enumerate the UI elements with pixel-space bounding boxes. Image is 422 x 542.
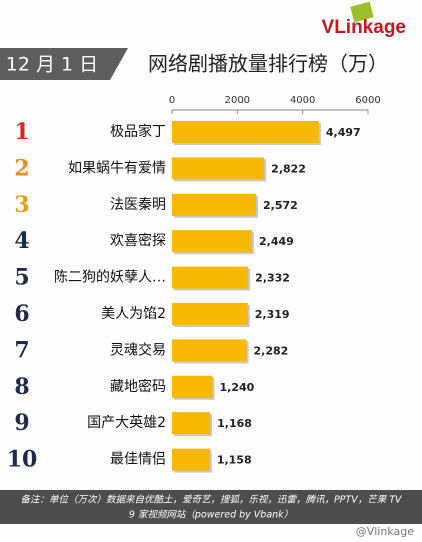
value-label: 2,822 (271, 162, 306, 175)
rank: 1 (14, 119, 29, 145)
value-label: 2,282 (254, 344, 289, 357)
category-label: 如果蜗牛有爱情 (68, 160, 166, 176)
category-label: 国产大英雄2 (87, 414, 166, 431)
value-label: 2,449 (259, 235, 294, 248)
logo-icon (350, 1, 374, 23)
bar (172, 230, 253, 253)
bar (172, 157, 265, 180)
category-label: 最佳情侣 (110, 452, 166, 468)
category-label: 法医秦明 (110, 197, 166, 213)
rank: 10 (7, 447, 38, 473)
bar (172, 121, 319, 143)
rank: 4 (14, 228, 29, 254)
value-label: 1,158 (217, 454, 252, 467)
category-label: 陈二狗的妖孽人… (54, 269, 166, 286)
logo: VLinkage (322, 17, 406, 38)
category-label: 藏地密码 (110, 378, 166, 395)
x-tick-label: 4000 (290, 95, 315, 106)
rank: 5 (14, 265, 29, 291)
value-label: 2,572 (263, 199, 298, 212)
bar (172, 412, 211, 435)
footer-band (0, 490, 422, 524)
footnote: 备注：单位（万次）数据来自优酷土，爱奇艺，搜狐，乐视，迅雷，腾讯，PPTV，芒果… (20, 494, 403, 506)
footnote: 9 家视频网站（powered by Vbank） (129, 509, 293, 521)
rank: 8 (14, 374, 29, 400)
x-tick-label: 0 (169, 95, 175, 106)
bar (172, 339, 247, 362)
chart-title: 网络剧播放量排行榜（万） (148, 52, 388, 76)
value-label: 1,168 (217, 417, 252, 430)
value-label: 4,497 (326, 126, 361, 139)
rank: 3 (14, 192, 29, 218)
x-tick-label: 6000 (355, 95, 380, 106)
value-label: 1,240 (220, 381, 255, 394)
rank: 9 (14, 410, 29, 436)
bar (172, 448, 210, 471)
watermark: @Vlinkage (356, 525, 415, 538)
category-label: 灵魂交易 (110, 341, 166, 358)
rank: 2 (14, 155, 29, 181)
bar (172, 266, 249, 289)
value-label: 2,319 (255, 308, 290, 321)
bar (172, 193, 257, 216)
date-banner (0, 48, 128, 80)
bar (172, 303, 248, 325)
category-label: 极品家丁 (110, 123, 166, 140)
rank: 6 (14, 301, 29, 327)
rank: 7 (14, 337, 29, 363)
x-tick-label: 2000 (225, 95, 250, 106)
category-label: 美人为馅2 (101, 306, 166, 322)
bar (172, 375, 213, 398)
category-label: 欢喜密探 (110, 232, 166, 249)
date: 12 月 1 日 (6, 54, 98, 76)
value-label: 2,332 (255, 272, 290, 285)
